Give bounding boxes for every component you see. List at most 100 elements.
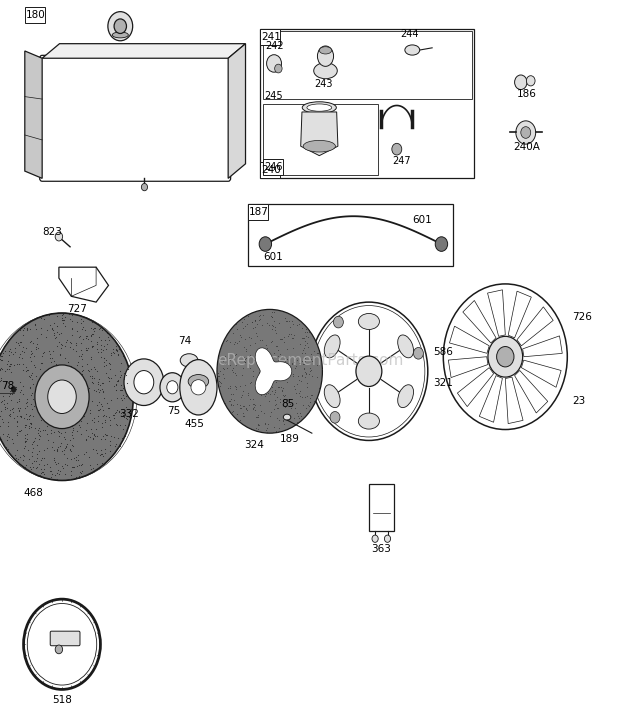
Point: [55, 349, 64, 360]
Point: [267, 319, 277, 331]
Point: [87, 340, 97, 352]
Point: [22, 433, 32, 445]
Point: [26, 335, 36, 347]
Point: [275, 352, 285, 363]
Point: [29, 455, 38, 467]
Point: [0, 396, 6, 408]
Point: [31, 371, 41, 382]
Point: [232, 323, 242, 334]
Point: [225, 381, 235, 392]
Point: [94, 376, 104, 388]
Point: [275, 348, 285, 360]
Point: [254, 374, 264, 386]
Point: [82, 344, 92, 355]
Point: [46, 427, 56, 438]
Point: [253, 349, 263, 361]
Point: [71, 472, 81, 483]
Point: [60, 468, 70, 480]
Point: [294, 375, 304, 387]
Point: [306, 396, 316, 408]
Point: [115, 343, 125, 355]
Ellipse shape: [191, 380, 206, 395]
Point: [238, 400, 248, 412]
Point: [32, 462, 42, 473]
Point: [230, 381, 240, 392]
Point: [253, 411, 263, 423]
Circle shape: [55, 645, 63, 654]
Point: [60, 442, 70, 454]
Point: [121, 401, 131, 413]
Point: [273, 344, 283, 356]
Point: [285, 321, 294, 333]
Point: [105, 439, 115, 451]
Point: [223, 382, 233, 394]
Polygon shape: [508, 291, 531, 338]
Point: [0, 363, 7, 375]
Point: [5, 344, 15, 355]
Point: [63, 334, 73, 346]
Circle shape: [24, 599, 100, 689]
Point: [244, 331, 254, 343]
Point: [222, 334, 232, 346]
Point: [64, 416, 74, 428]
Point: [275, 360, 285, 372]
Point: [244, 399, 254, 411]
Point: [24, 371, 33, 382]
Point: [49, 454, 59, 466]
Point: [50, 470, 60, 481]
Point: [7, 388, 17, 400]
Point: [29, 359, 38, 371]
Point: [298, 371, 308, 382]
Point: [87, 341, 97, 353]
Point: [17, 352, 27, 364]
Point: [264, 395, 274, 406]
Point: [222, 363, 232, 374]
Point: [100, 443, 110, 454]
Point: [100, 448, 110, 459]
Point: [216, 376, 226, 388]
Point: [51, 394, 61, 405]
Point: [288, 318, 298, 330]
Point: [44, 345, 54, 357]
Text: 240: 240: [262, 165, 281, 175]
Point: [77, 360, 87, 371]
Point: [273, 351, 283, 363]
Point: [254, 419, 264, 430]
Point: [59, 448, 69, 460]
Point: [267, 335, 277, 347]
Point: [94, 323, 104, 334]
Point: [43, 309, 53, 321]
Point: [306, 352, 316, 364]
Circle shape: [217, 309, 322, 433]
Circle shape: [160, 373, 185, 402]
Point: [0, 397, 9, 409]
Point: [36, 467, 46, 479]
Point: [295, 390, 305, 402]
Point: [118, 350, 128, 362]
Point: [272, 340, 281, 352]
Point: [259, 389, 268, 400]
Point: [286, 328, 296, 339]
Point: [267, 385, 277, 397]
Polygon shape: [448, 357, 488, 378]
Point: [50, 332, 60, 344]
Point: [25, 352, 35, 363]
Point: [4, 363, 14, 375]
Point: [53, 320, 63, 332]
Polygon shape: [487, 290, 505, 336]
Point: [53, 415, 63, 427]
Point: [47, 395, 57, 407]
FancyBboxPatch shape: [248, 204, 268, 220]
Point: [17, 380, 27, 392]
Point: [284, 409, 294, 421]
Point: [57, 460, 67, 472]
Point: [218, 355, 228, 366]
Point: [68, 323, 78, 335]
Point: [97, 448, 107, 460]
Point: [250, 315, 260, 327]
Point: [216, 377, 226, 389]
Point: [66, 426, 76, 438]
Point: [14, 405, 24, 417]
Point: [34, 446, 44, 457]
Point: [304, 400, 314, 412]
